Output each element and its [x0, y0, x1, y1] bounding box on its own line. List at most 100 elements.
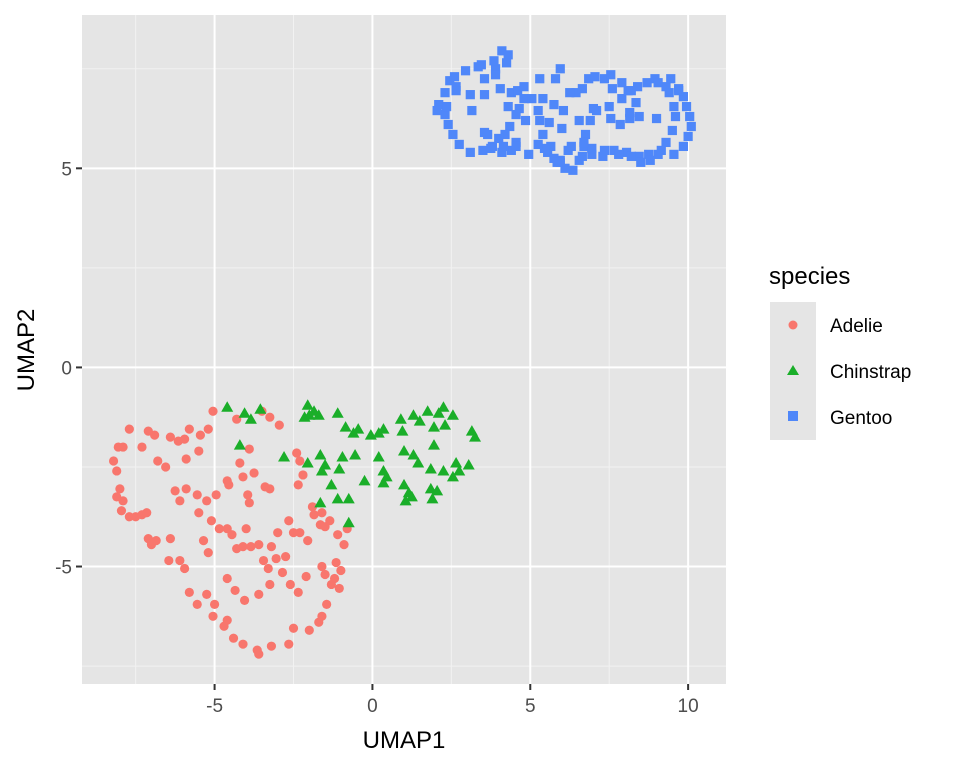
square-point — [489, 56, 499, 66]
square-point — [511, 141, 521, 152]
square-point — [533, 139, 543, 150]
square-point — [617, 78, 627, 88]
square-point — [519, 94, 529, 104]
square-point — [506, 145, 516, 155]
series-gentoo — [432, 46, 696, 175]
legend-label-adelie: Adelie — [830, 316, 883, 337]
square-point — [552, 157, 562, 167]
circle-point — [222, 615, 232, 625]
square-point — [535, 115, 545, 126]
circle-point — [108, 456, 119, 466]
circle-point — [295, 528, 305, 538]
circle-point — [198, 536, 209, 546]
square-point — [626, 86, 636, 96]
triangle-point — [453, 464, 466, 476]
circle-point — [181, 454, 191, 464]
square-point — [478, 145, 488, 155]
circle-point — [265, 412, 275, 422]
square-point — [625, 107, 635, 118]
circle-point — [184, 587, 194, 598]
square-point — [604, 101, 614, 112]
circle-point — [317, 508, 327, 518]
square-point — [440, 109, 450, 120]
circle-point — [151, 536, 161, 546]
square-point — [621, 147, 632, 157]
circle-point — [288, 623, 299, 633]
square-point — [653, 78, 663, 88]
square-point — [587, 149, 597, 159]
square-point — [557, 123, 567, 134]
legend-item-chinstrap: Chinstrap — [787, 362, 911, 383]
triangle-point — [339, 421, 352, 432]
legend-item-adelie: Adelie — [788, 316, 883, 337]
square-point — [636, 157, 646, 167]
circle-point — [143, 426, 153, 436]
square-point — [606, 113, 616, 124]
y-axis-title: UMAP2 — [13, 309, 40, 392]
triangle-point — [427, 439, 440, 450]
circle-point — [222, 573, 232, 584]
circle-point — [194, 508, 204, 518]
triangle-point — [336, 451, 349, 462]
square-point — [607, 84, 617, 94]
circle-point — [192, 490, 202, 500]
square-point — [514, 103, 524, 114]
circle-point — [325, 516, 335, 526]
major-gridlines — [82, 15, 726, 684]
square-point — [685, 111, 695, 122]
square-point — [440, 88, 450, 98]
square-point — [479, 74, 490, 84]
circle-point — [238, 472, 248, 482]
square-point — [503, 101, 513, 112]
square-point — [524, 149, 534, 159]
square-point — [598, 151, 608, 161]
circle-point — [232, 414, 242, 424]
circle-point — [266, 641, 277, 651]
square-point — [661, 137, 671, 148]
square-point — [588, 103, 599, 114]
square-point — [549, 99, 559, 110]
circle-point — [284, 516, 294, 526]
square-point — [538, 129, 548, 140]
circle-point — [326, 579, 336, 590]
legend-item-gentoo: Gentoo — [788, 408, 892, 429]
circle-point — [254, 540, 264, 550]
triangle-point — [450, 456, 463, 468]
square-point — [599, 74, 610, 84]
legend-label-chinstrap: Chinstrap — [830, 362, 911, 383]
square-point — [667, 125, 677, 136]
circle-point — [208, 611, 218, 621]
square-point — [460, 66, 471, 76]
circle-point — [238, 639, 248, 649]
circle-point — [292, 448, 302, 458]
circle-point — [113, 442, 123, 452]
series-chinstrap — [221, 399, 482, 528]
circle-point — [254, 589, 264, 600]
legend-label-gentoo: Gentoo — [830, 408, 892, 429]
square-point — [505, 121, 515, 132]
circle-point — [320, 569, 330, 580]
square-point — [479, 127, 490, 138]
triangle-point — [446, 409, 459, 420]
square-point — [633, 82, 643, 92]
circle-point — [202, 589, 212, 600]
triangle-point — [398, 445, 410, 456]
square-point — [678, 141, 688, 152]
triangle-point — [424, 462, 437, 474]
triangle-point — [315, 464, 328, 476]
square-point — [577, 151, 587, 161]
square-point — [432, 105, 442, 116]
square-point — [617, 94, 627, 104]
circle-point — [252, 645, 262, 655]
square-point — [584, 74, 594, 84]
square-point — [520, 115, 531, 126]
square-point — [565, 88, 575, 98]
circle-point — [243, 490, 253, 500]
square-point — [494, 133, 504, 144]
circle-point — [153, 456, 163, 466]
square-point — [666, 74, 676, 84]
square-point — [535, 74, 545, 84]
triangle-point — [437, 464, 450, 476]
square-point — [454, 139, 464, 150]
square-point — [560, 163, 570, 173]
